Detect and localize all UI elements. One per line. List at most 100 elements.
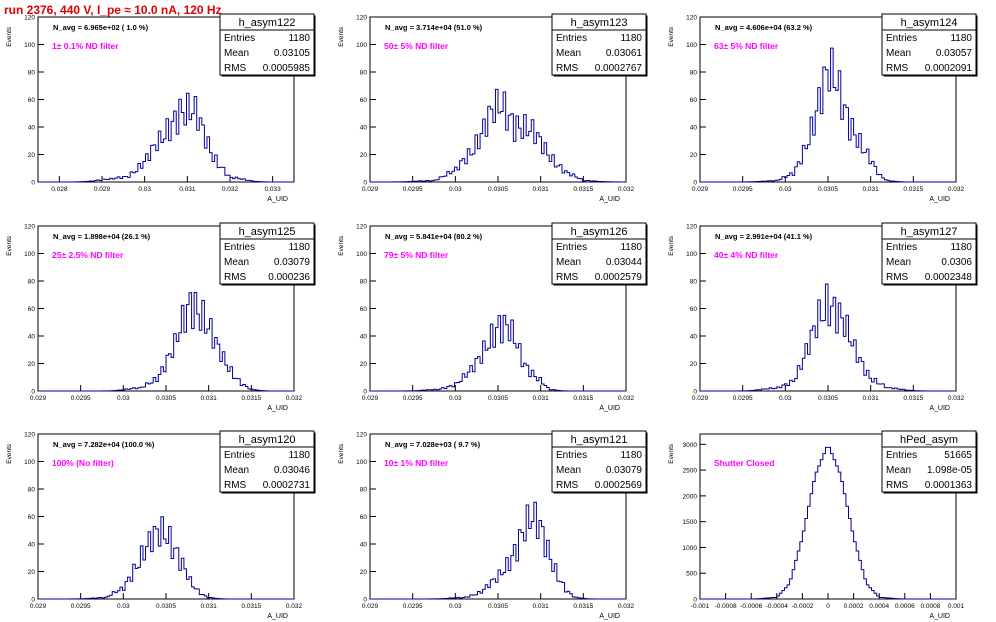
y-tick-label: 100: [356, 459, 367, 466]
y-tick-label: 80: [690, 279, 698, 286]
stats-histogram-name: h_asym125: [239, 226, 296, 238]
y-tick-label: 100: [686, 42, 697, 49]
stats-value-rms: 0.0005985: [263, 63, 311, 74]
y-tick-label: 20: [690, 152, 698, 159]
y-tick-label: 0: [31, 180, 35, 187]
x-tick-label: 0.031: [533, 395, 550, 402]
stats-value-mean: 1.098e-05: [927, 465, 972, 476]
y-tick-label: 120: [356, 224, 367, 231]
x-tick-label: 0.029: [362, 395, 379, 402]
stats-box: [219, 430, 315, 493]
x-tick-label: 0.03: [449, 186, 462, 193]
x-tick-label: 0.029: [30, 395, 47, 402]
y-tick-label: 0: [693, 180, 697, 187]
x-tick-label: 0.03: [117, 395, 130, 402]
stats-box: [551, 222, 647, 285]
x-tick-label: -0.001: [691, 603, 710, 610]
y-axis-label: Events: [668, 443, 675, 464]
x-tick-label: 0.029: [30, 603, 47, 610]
navg-annotation: N_avg = 1.898e+04 (26.1 %): [53, 232, 151, 241]
x-tick-label: 0.0295: [71, 603, 91, 610]
stats-value-entries: 1180: [288, 450, 310, 461]
stats-label-entries: Entries: [224, 450, 255, 461]
stats-box: [881, 222, 977, 285]
y-tick-label: 80: [360, 70, 368, 77]
stats-label-rms: RMS: [224, 272, 247, 283]
x-tick-label: 0.0315: [573, 186, 593, 193]
histogram-trace: [38, 516, 294, 600]
y-axis-label: Events: [668, 26, 675, 47]
x-axis-label: A_UID: [929, 405, 950, 412]
navg-annotation: N_avg = 7.282e+04 (100.0 %): [53, 440, 155, 449]
stats-label-rms: RMS: [224, 480, 247, 491]
x-axis-label: A_UID: [267, 405, 288, 412]
x-tick-label: 0.001: [948, 603, 965, 610]
y-tick-label: 20: [28, 361, 36, 368]
stats-value-rms: 0.0001363: [925, 480, 973, 491]
x-tick-label: 0.03: [779, 395, 792, 402]
x-tick-label: 0.0295: [403, 603, 423, 610]
stats-histogram-name: h_asym124: [901, 17, 958, 29]
x-tick-label: 0.032: [948, 395, 965, 402]
y-tick-label: 100: [686, 251, 697, 258]
y-tick-label: 120: [356, 432, 367, 439]
stats-label-mean: Mean: [224, 465, 249, 476]
x-tick-label: 0.0305: [488, 395, 508, 402]
y-tick-label: 60: [690, 97, 698, 104]
x-tick-label: 0.0305: [488, 603, 508, 610]
stats-histogram-name: h_asym121: [571, 434, 628, 446]
filter-annotation: 25± 2.5% ND filter: [52, 250, 124, 260]
x-tick-label: 0.031: [863, 186, 880, 193]
stats-value-entries: 51665: [944, 450, 972, 461]
x-tick-label: 0.032: [618, 186, 635, 193]
y-tick-label: 80: [28, 70, 36, 77]
stats-box: [219, 13, 315, 76]
stats-box: [881, 430, 977, 493]
stats-value-rms: 0.000236: [268, 272, 310, 283]
y-tick-label: 60: [360, 514, 368, 521]
stats-value-mean: 0.03079: [274, 257, 311, 268]
x-tick-label: 0.031: [863, 395, 880, 402]
stats-label-mean: Mean: [224, 257, 249, 268]
stats-label-rms: RMS: [886, 272, 909, 283]
y-tick-label: 60: [28, 97, 36, 104]
x-axis-label: A_UID: [929, 613, 950, 620]
stats-histogram-name: h_asym120: [239, 434, 296, 446]
y-tick-label: 20: [28, 569, 36, 576]
y-tick-label: 120: [24, 15, 35, 22]
y-tick-label: 20: [28, 152, 36, 159]
x-tick-label: 0.0295: [71, 395, 91, 402]
stats-value-entries: 1180: [288, 33, 310, 44]
y-axis-label: Events: [338, 235, 345, 256]
stats-histogram-name: hPed_asym: [900, 434, 958, 446]
navg-annotation: N_avg = 3.714e+04 (51.0 %): [385, 23, 483, 32]
navg-annotation: N_avg = 6.965e+02 ( 1.0 %): [53, 23, 149, 32]
stats-label-rms: RMS: [224, 63, 247, 74]
x-tick-label: 0.03: [449, 603, 462, 610]
stats-label-mean: Mean: [886, 48, 911, 59]
y-tick-label: 100: [24, 251, 35, 258]
x-tick-label: 0.0295: [403, 186, 423, 193]
y-tick-label: 0: [363, 597, 367, 604]
y-tick-label: 2500: [683, 468, 698, 475]
y-axis-label: Events: [6, 26, 13, 47]
y-axis-label: Events: [338, 26, 345, 47]
stats-value-entries: 1180: [620, 33, 642, 44]
x-tick-label: -0.0008: [715, 603, 737, 610]
x-tick-label: 0.0295: [403, 395, 423, 402]
y-tick-label: 0: [31, 597, 35, 604]
x-tick-label: 0.0295: [733, 186, 753, 193]
x-tick-label: 0.031: [533, 603, 550, 610]
filter-annotation: 40± 4% ND filter: [714, 250, 779, 260]
y-tick-label: 20: [360, 152, 368, 159]
y-tick-label: 120: [24, 432, 35, 439]
stats-label-mean: Mean: [556, 48, 581, 59]
stats-label-mean: Mean: [224, 48, 249, 59]
y-tick-label: 40: [28, 125, 36, 132]
stats-box: [219, 222, 315, 285]
x-tick-label: 0.029: [362, 603, 379, 610]
x-tick-label: 0.0315: [573, 395, 593, 402]
x-tick-label: 0.0305: [818, 186, 838, 193]
stats-value-mean: 0.03046: [274, 465, 311, 476]
